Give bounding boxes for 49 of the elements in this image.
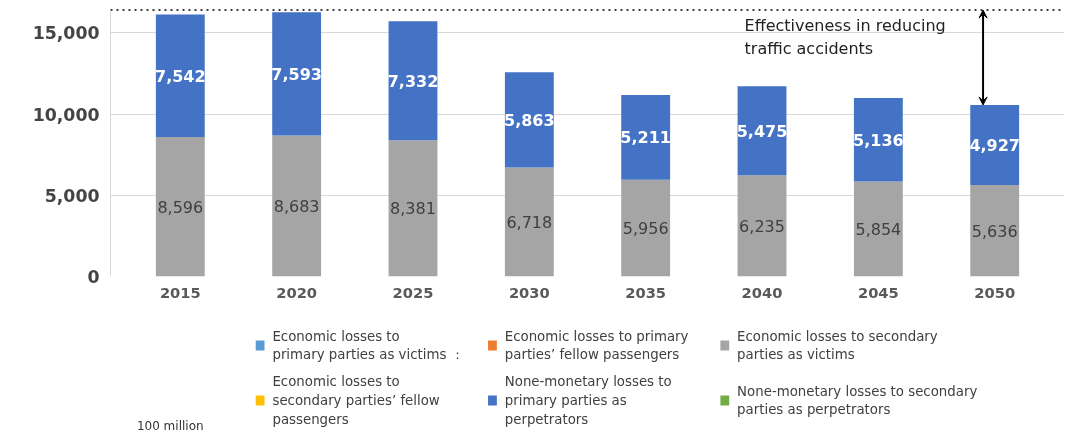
bar <box>853 181 903 277</box>
bar <box>621 95 671 180</box>
y-tick-label: 15,000 <box>32 23 100 44</box>
data-label: 5,863 <box>504 110 555 130</box>
data-label: 8,381 <box>390 199 436 219</box>
bar <box>853 98 903 182</box>
legend-label: Economic losses to secondary parties’ fellow passengers <box>272 374 440 427</box>
x-tick-label: 2030 <box>508 283 550 301</box>
x-tick-label: 2045 <box>857 283 899 301</box>
x-tick-label: 2015 <box>159 283 201 301</box>
annotation: Effectiveness in reducing traffic accidents <box>744 15 946 58</box>
data-label: 5,136 <box>853 130 904 150</box>
x-tick-label: 2020 <box>276 283 318 301</box>
bar <box>970 184 1020 277</box>
bar <box>272 135 322 277</box>
y-tick-label: 5,000 <box>44 185 100 206</box>
data-label: 5,636 <box>971 221 1018 241</box>
bar <box>388 21 438 141</box>
data-label: 7,593 <box>271 64 322 84</box>
bar <box>504 167 554 277</box>
bar <box>272 12 322 136</box>
bar <box>621 179 671 277</box>
data-label: 5,956 <box>622 219 669 239</box>
bar <box>155 14 205 137</box>
x-tick-label: 2035 <box>625 283 667 301</box>
x-tick-label: 2050 <box>974 283 1016 301</box>
data-label: 4,927 <box>969 135 1020 155</box>
data-label: 7,542 <box>155 66 206 86</box>
text: 100 million <box>136 418 204 433</box>
data-label: 8,683 <box>273 196 320 216</box>
bar <box>388 140 438 277</box>
legend-label: Economic losses to primary parties’ fellow passengers <box>504 328 689 363</box>
legend-label: Economic losses to primary parties as victims ： <box>272 328 464 363</box>
data-label: 8,596 <box>157 197 204 217</box>
bar <box>737 175 787 277</box>
data-label: 6,718 <box>506 212 553 232</box>
data-label: 5,854 <box>855 219 902 239</box>
y-tick-label: 0 <box>87 267 100 287</box>
data-label: 5,211 <box>620 128 671 148</box>
x-tick-label: 2040 <box>741 283 783 301</box>
bar <box>504 72 554 168</box>
x-tick-label: 2025 <box>392 283 434 301</box>
legend-label: Economic losses to secondary parties as victims <box>737 328 938 363</box>
bar <box>970 104 1020 185</box>
y-tick-label: 10,000 <box>32 104 100 125</box>
legend-label: None-monetary losses to secondary parties as perpetrators <box>737 383 978 418</box>
bar <box>155 136 205 277</box>
legend-label: None-monetary losses to primary parties as perpetrators <box>504 374 672 427</box>
data-label: 6,235 <box>739 216 785 236</box>
